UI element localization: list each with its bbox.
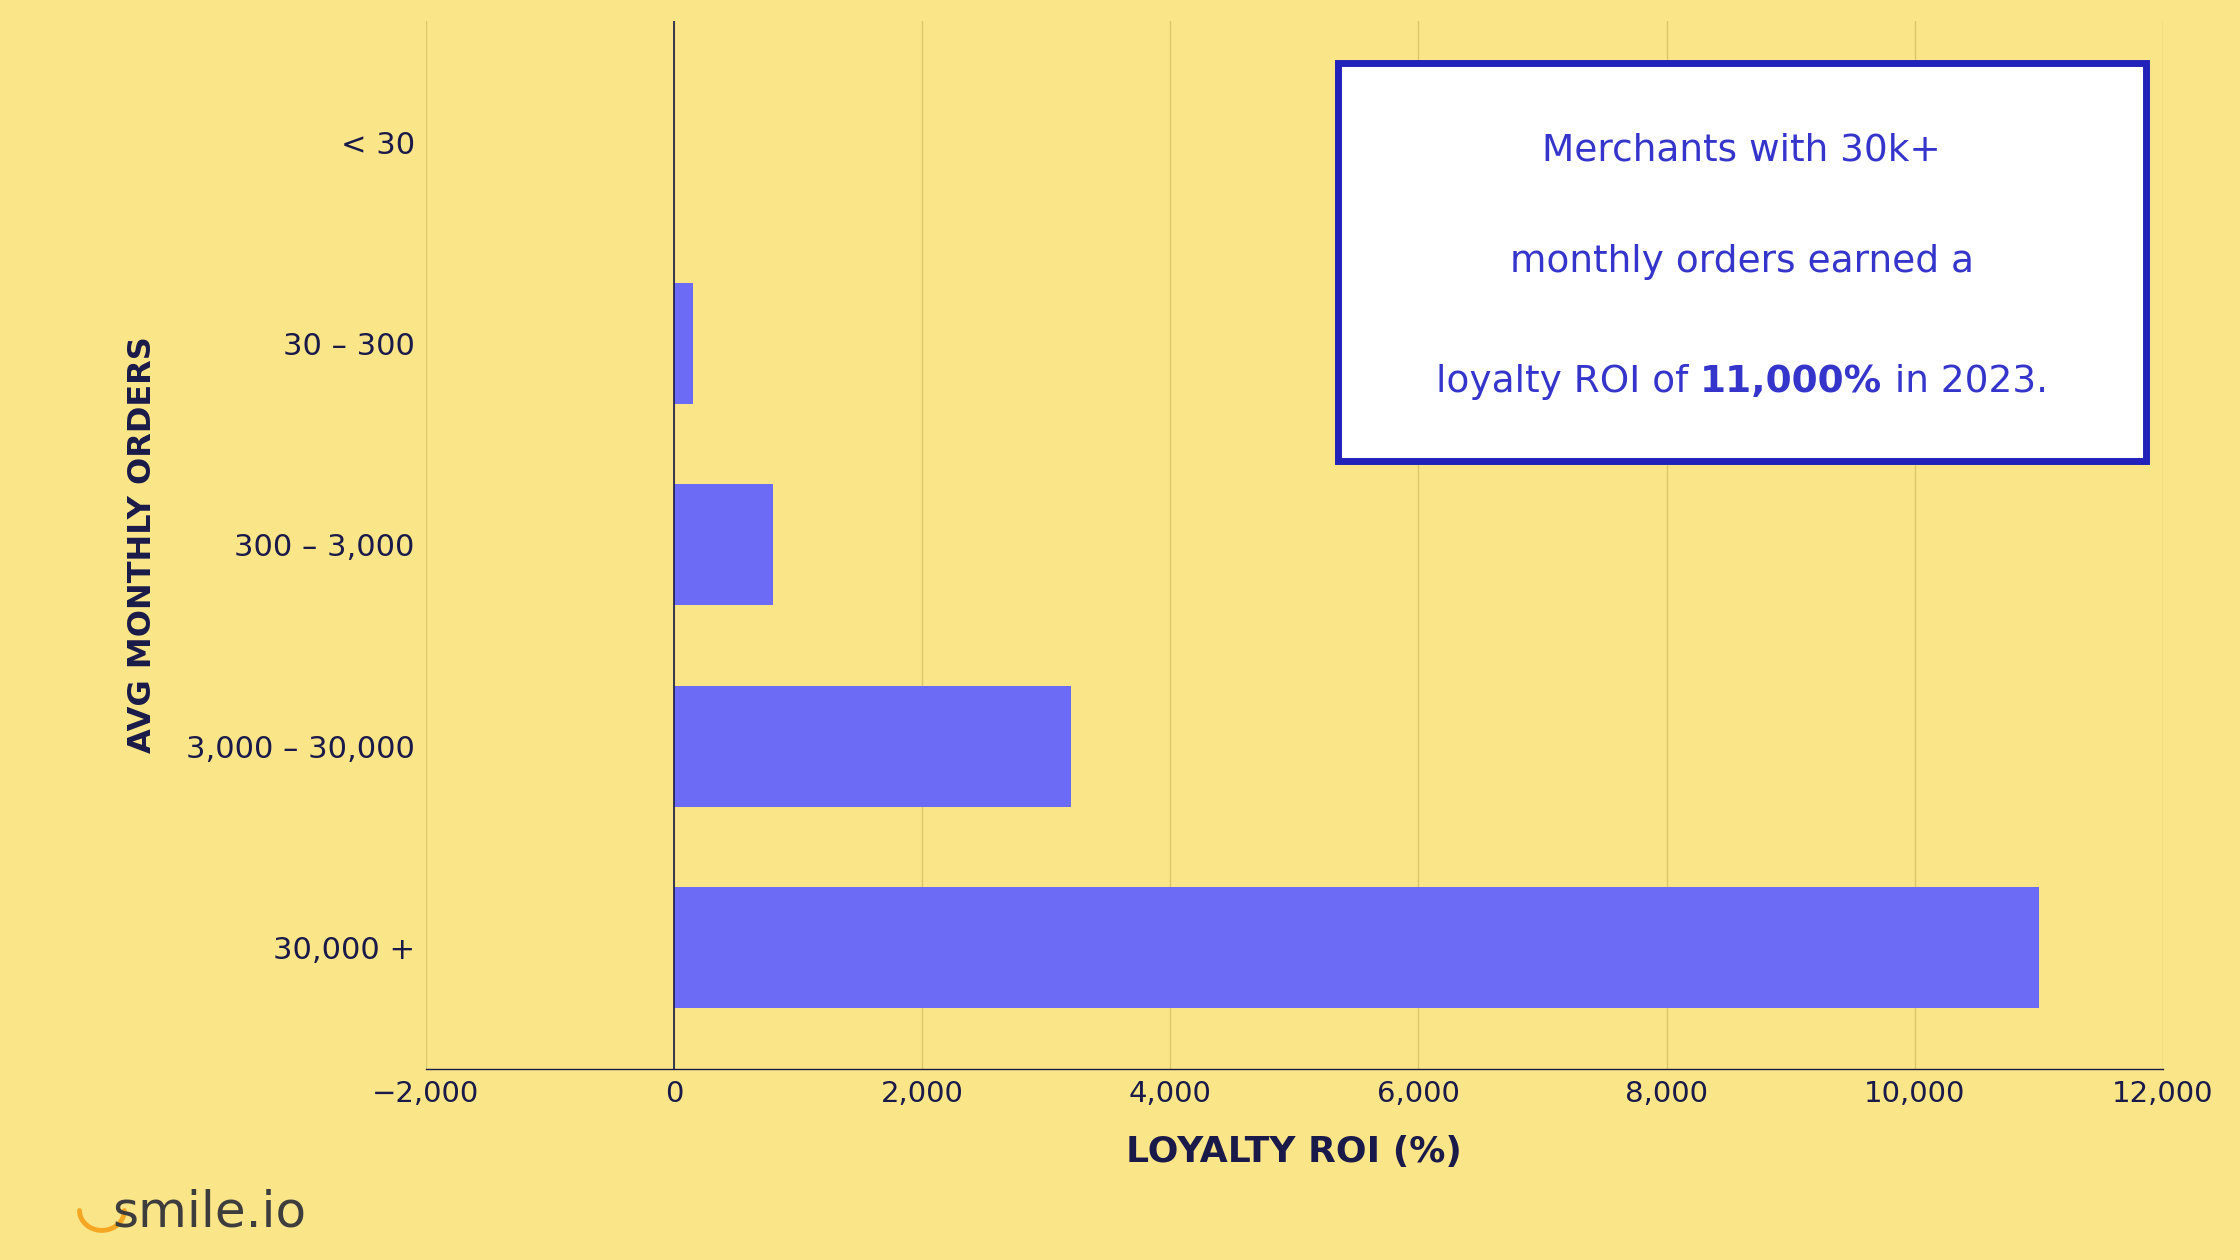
Text: loyalty ROI of: loyalty ROI of	[1436, 364, 1700, 399]
X-axis label: LOYALTY ROI (%): LOYALTY ROI (%)	[1127, 1135, 1463, 1169]
Text: in 2023.: in 2023.	[1882, 364, 2047, 399]
Y-axis label: AVG MONTHLY ORDERS: AVG MONTHLY ORDERS	[128, 336, 159, 753]
Text: Merchants with 30k+: Merchants with 30k+	[1543, 132, 1942, 169]
Bar	[674, 685, 1071, 806]
FancyBboxPatch shape	[1337, 63, 2146, 461]
Bar	[674, 284, 692, 404]
Bar	[674, 485, 773, 605]
Text: 11,000%: 11,000%	[1700, 364, 1882, 399]
Text: monthly orders earned a: monthly orders earned a	[1510, 244, 1973, 280]
Bar	[674, 887, 2038, 1008]
Text: smile.io: smile.io	[112, 1188, 307, 1236]
